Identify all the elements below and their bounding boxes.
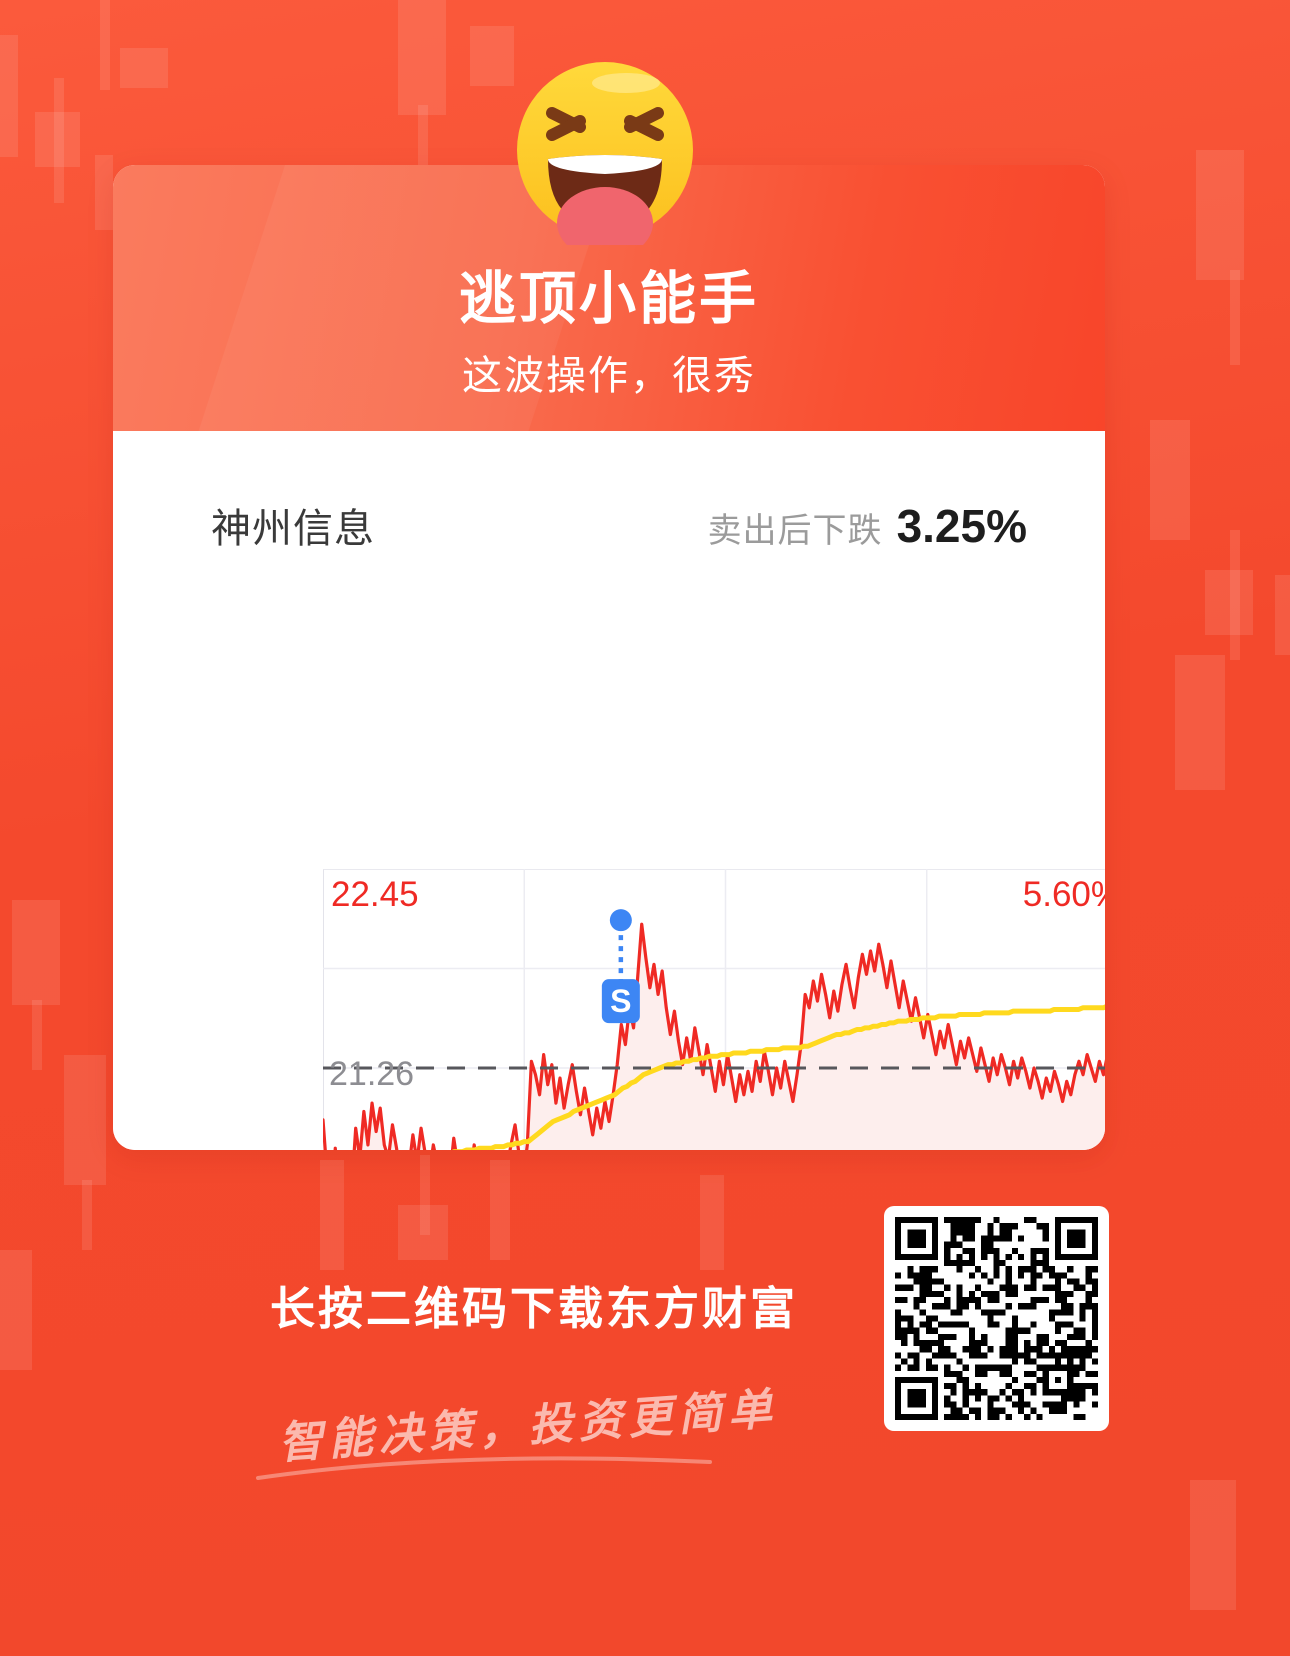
candle-body <box>0 35 18 157</box>
candle-body <box>1190 1480 1236 1610</box>
candle-body <box>1150 420 1190 540</box>
intraday-chart[interactable]: S 22.45 5.60% 21.26 20.07 -5.60% 09:30 1… <box>323 869 1105 1150</box>
candle-body <box>490 1160 510 1260</box>
page-subtitle: 这波操作，很秀 <box>462 354 756 398</box>
candle-body <box>1275 575 1290 655</box>
slogan-underline-swoosh <box>256 1456 712 1480</box>
candle-wick <box>54 78 64 203</box>
performance-value: 3.25% <box>896 500 1027 552</box>
axis-high-price: 22.45 <box>331 875 419 914</box>
page-title: 逃顶小能手 <box>459 267 759 331</box>
performance-group: 卖出后下跌 3.25% <box>708 499 1027 553</box>
candle-body <box>320 1160 344 1270</box>
candle-body <box>1175 655 1225 790</box>
candle-wick <box>420 1155 430 1235</box>
candle-wick <box>32 1000 42 1070</box>
candle-body <box>470 26 514 86</box>
candle-body <box>64 1055 106 1185</box>
candle-wick <box>418 105 428 165</box>
card-body: 神州信息 卖出后下跌 3.25% S 22.45 5.60% 21.26 20.… <box>113 431 1105 1150</box>
candle-body <box>12 900 60 1005</box>
chart-svg: S <box>323 869 1105 1150</box>
candle-body <box>120 48 168 88</box>
svg-text:S: S <box>610 983 631 1019</box>
candle-body <box>1205 570 1253 635</box>
candle-body <box>35 112 80 167</box>
candle-body <box>700 1175 724 1270</box>
candle-wick <box>1230 270 1240 365</box>
stock-summary-row: 神州信息 卖出后下跌 3.25% <box>211 496 1027 554</box>
result-card: 逃顶小能手 这波操作，很秀 神州信息 卖出后下跌 3.25% S 22.45 5… <box>113 165 1105 1150</box>
candle-wick <box>1230 530 1240 660</box>
qr-code-image <box>895 1217 1098 1420</box>
candle-body <box>398 0 446 115</box>
axis-high-pct: 5.60% <box>1022 875 1105 914</box>
performance-label: 卖出后下跌 <box>707 512 883 550</box>
candle-body <box>0 1250 32 1370</box>
chart-plot-area <box>323 869 1105 1150</box>
candle-body <box>398 1205 448 1260</box>
laughing-face-emoji <box>510 55 700 259</box>
candle-wick <box>82 1180 92 1250</box>
stock-name: 神州信息 <box>211 507 375 551</box>
download-cta-text: 长按二维码下载东方财富 <box>270 1283 799 1334</box>
candle-wick <box>100 0 110 90</box>
candle-body <box>1196 150 1244 280</box>
qr-code[interactable] <box>884 1206 1109 1431</box>
candle-body <box>95 155 113 230</box>
axis-mid-price: 21.26 <box>329 1055 415 1093</box>
